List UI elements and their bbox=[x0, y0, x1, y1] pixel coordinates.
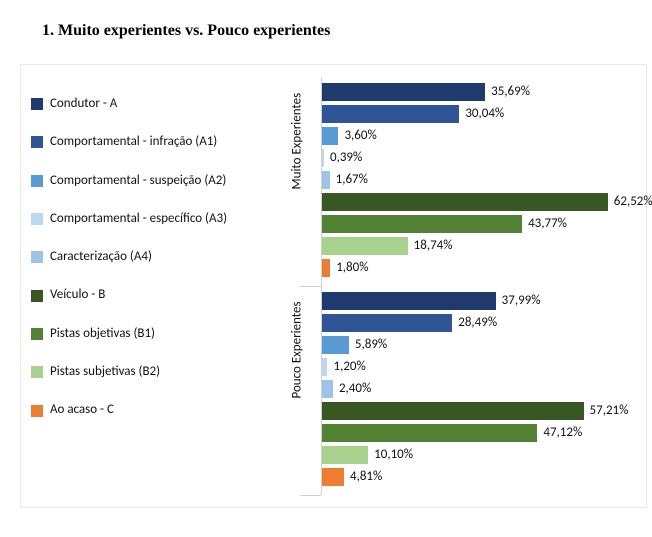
legend-swatch bbox=[31, 251, 43, 263]
legend-label: Pistas subjetivas (B2) bbox=[50, 365, 160, 379]
legend-item: Pistas objetivas (B1) bbox=[31, 327, 271, 341]
bar: 2,40% bbox=[322, 380, 333, 398]
bar: 28,49% bbox=[322, 314, 452, 332]
group-label-0: Muito Experientes bbox=[290, 171, 305, 189]
bar: 10,10% bbox=[322, 446, 368, 464]
bar-chart: Condutor - A Comportamental - infração (A… bbox=[20, 64, 647, 508]
legend-swatch bbox=[31, 213, 43, 225]
bar: 1,80% bbox=[322, 259, 330, 277]
legend-label: Comportamental - específico (A3) bbox=[50, 212, 227, 226]
bar-value-label: 5,89% bbox=[349, 336, 387, 354]
legend-label: Comportamental - infração (A1) bbox=[50, 135, 217, 149]
bar-value-label: 35,69% bbox=[485, 83, 530, 101]
bar-value-label: 2,40% bbox=[333, 380, 371, 398]
bar: 1,67% bbox=[322, 171, 330, 189]
legend-label: Ao acaso - C bbox=[50, 403, 114, 417]
bar: 5,89% bbox=[322, 336, 349, 354]
bar: 43,77% bbox=[322, 215, 522, 233]
legend-swatch bbox=[31, 98, 43, 110]
legend-label: Pistas objetivas (B1) bbox=[50, 327, 155, 341]
legend-label: Veículo - B bbox=[50, 288, 105, 302]
legend-item: Comportamental - específico (A3) bbox=[31, 212, 271, 226]
plot-area: 35,69% 30,04% 3,60% 0,39% 1,67% 62,52% 43,77% 1… bbox=[321, 77, 642, 495]
bar-value-label: 47,12% bbox=[537, 424, 582, 442]
legend-item: Veículo - B bbox=[31, 288, 271, 302]
bar-value-label: 1,80% bbox=[330, 259, 368, 277]
bar-value-label: 1,20% bbox=[327, 358, 365, 376]
legend-label: Comportamental - suspeição (A2) bbox=[50, 174, 226, 188]
bar: 47,12% bbox=[322, 424, 537, 442]
bar-value-label: 30,04% bbox=[459, 105, 504, 123]
page-title: 1. Muito experientes vs. Pouco experient… bbox=[0, 0, 652, 40]
bar-value-label: 28,49% bbox=[452, 314, 497, 332]
bar: 4,81% bbox=[322, 468, 344, 486]
legend-item: Condutor - A bbox=[31, 97, 271, 111]
bar-value-label: 1,67% bbox=[330, 171, 368, 189]
bar-value-label: 10,10% bbox=[368, 446, 413, 464]
legend-item: Ao acaso - C bbox=[31, 403, 271, 417]
bar: 30,04% bbox=[322, 105, 459, 123]
legend-swatch bbox=[31, 175, 43, 187]
bar-value-label: 43,77% bbox=[522, 215, 567, 233]
bar: 1,20% bbox=[322, 358, 327, 376]
legend-item: Pistas subjetivas (B2) bbox=[31, 365, 271, 379]
bar: 0,39% bbox=[322, 149, 324, 167]
legend-label: Caracterização (A4) bbox=[50, 250, 152, 264]
bar-value-label: 62,52% bbox=[608, 193, 652, 211]
legend-swatch bbox=[31, 328, 43, 340]
bar-value-label: 37,99% bbox=[496, 292, 541, 310]
bar-value-label: 57,21% bbox=[584, 402, 629, 420]
bar-value-label: 4,81% bbox=[344, 468, 382, 486]
legend-swatch bbox=[31, 290, 43, 302]
bar: 3,60% bbox=[322, 127, 338, 145]
legend-item: Comportamental - infração (A1) bbox=[31, 135, 271, 149]
legend-swatch bbox=[31, 136, 43, 148]
bar-value-label: 18,74% bbox=[408, 237, 453, 255]
group-label-1: Pouco Experientes bbox=[290, 380, 305, 398]
bar: 35,69% bbox=[322, 83, 485, 101]
group-divider bbox=[300, 286, 321, 287]
bar: 57,21% bbox=[322, 402, 584, 420]
legend-swatch bbox=[31, 405, 43, 417]
legend-item: Comportamental - suspeição (A2) bbox=[31, 174, 271, 188]
legend-swatch bbox=[31, 366, 43, 378]
bar: 62,52% bbox=[322, 193, 608, 211]
legend-item: Caracterização (A4) bbox=[31, 250, 271, 264]
group-divider bbox=[300, 495, 321, 496]
bar: 18,74% bbox=[322, 237, 408, 255]
legend: Condutor - A Comportamental - infração (A… bbox=[31, 97, 271, 442]
bar: 37,99% bbox=[322, 292, 496, 310]
legend-label: Condutor - A bbox=[50, 97, 117, 111]
bar-value-label: 0,39% bbox=[324, 149, 362, 167]
bar-value-label: 3,60% bbox=[338, 127, 376, 145]
